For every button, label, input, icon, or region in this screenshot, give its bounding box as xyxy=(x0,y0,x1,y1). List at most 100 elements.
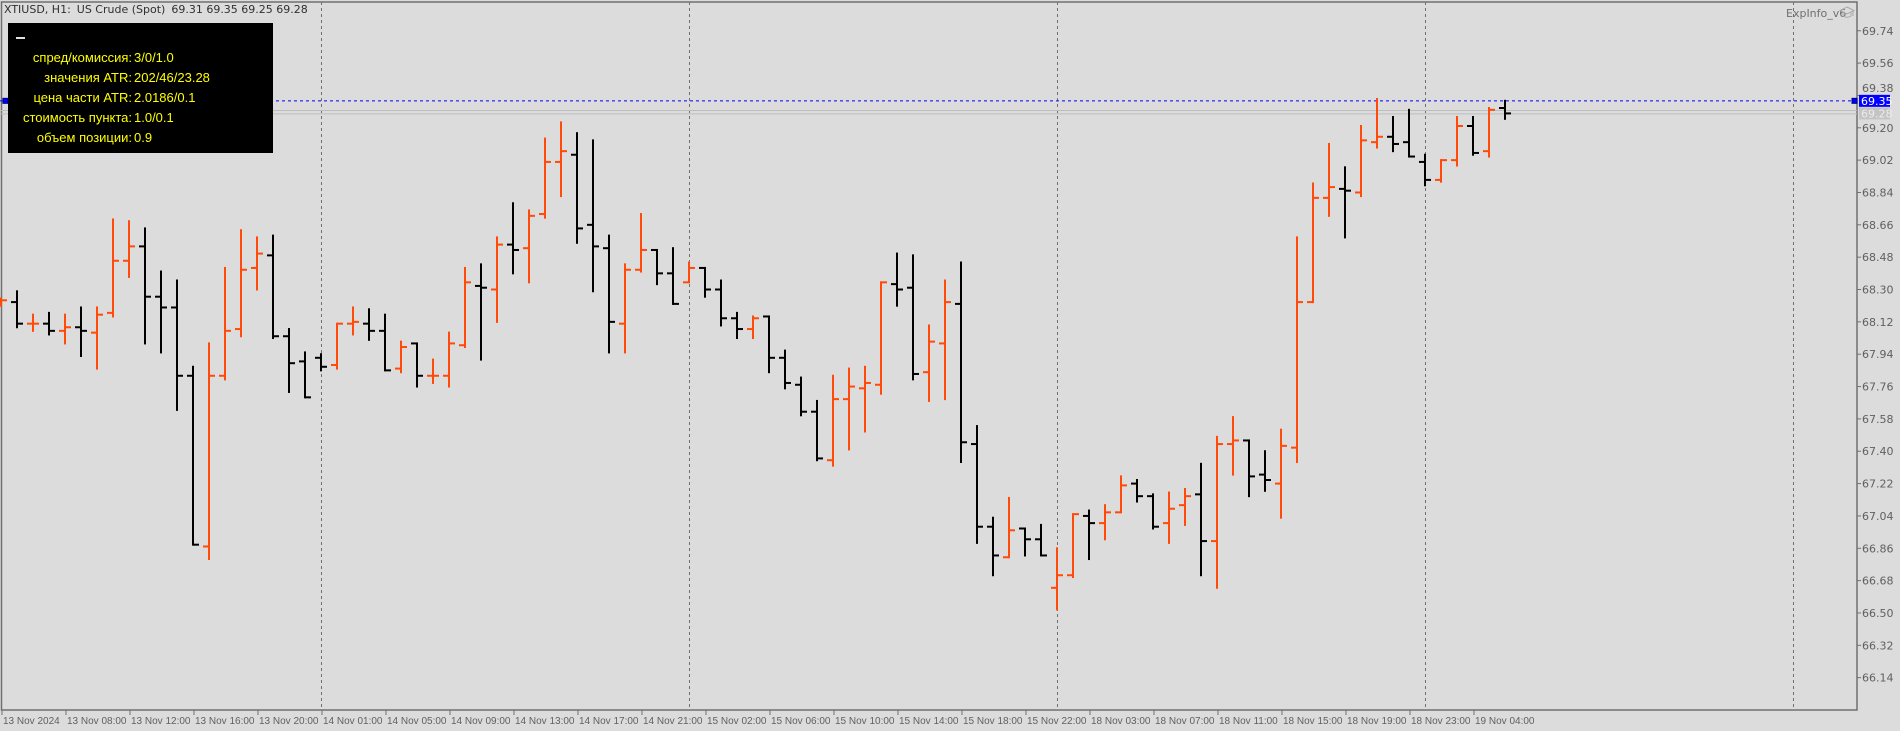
ohlc-bar xyxy=(1003,496,1015,559)
ohlc-bar xyxy=(1371,98,1383,149)
ohlc-bar xyxy=(1211,435,1223,589)
y-axis-label: 66.68 xyxy=(1862,575,1894,588)
ohlc-bar xyxy=(507,202,519,275)
ohlc-bar xyxy=(1499,99,1511,120)
ask-line-handle[interactable] xyxy=(1851,97,1858,104)
ohlc-bar xyxy=(779,349,791,390)
ohlc-bar xyxy=(1067,513,1079,579)
info-label: объем позиции: xyxy=(36,130,132,145)
ohlc-bar xyxy=(571,132,583,244)
ohlc-bar xyxy=(827,374,839,467)
ohlc-bar xyxy=(1451,116,1463,167)
ohlc-bar xyxy=(395,340,407,374)
ohlc-bar xyxy=(1467,116,1479,156)
info-label: спред/комиссия: xyxy=(32,50,132,65)
x-axis-label: 15 Nov 18:00 xyxy=(963,716,1023,727)
expert-name[interactable]: ExpInfo_v6 xyxy=(1786,7,1847,20)
ohlc-bar xyxy=(955,261,967,464)
y-axis-label: 67.22 xyxy=(1862,478,1894,491)
ohlc-bar xyxy=(1387,116,1399,153)
y-axis-label: 68.12 xyxy=(1862,316,1894,329)
ohlc-bar xyxy=(715,279,727,327)
x-axis-label: 14 Nov 01:00 xyxy=(323,716,383,727)
x-axis-label: 18 Nov 03:00 xyxy=(1091,716,1151,727)
ohlc-bar xyxy=(1051,547,1063,611)
ohlc-bar xyxy=(907,254,919,381)
x-axis-label: 18 Nov 19:00 xyxy=(1347,716,1407,727)
ohlc-values: 69.31 69.35 69.25 69.28 xyxy=(171,3,308,16)
symbol-description: US Crude (Spot) xyxy=(76,3,166,16)
x-axis-label: 19 Nov 04:00 xyxy=(1475,716,1535,727)
ohlc-bar xyxy=(363,308,375,341)
ohlc-bar xyxy=(1355,124,1367,198)
y-axis-label: 67.04 xyxy=(1862,510,1894,523)
ohlc-bar xyxy=(0,297,7,307)
ohlc-bar xyxy=(11,290,23,329)
x-axis-label: 18 Nov 07:00 xyxy=(1155,716,1215,727)
info-row-point-value: стоимость пункта: 1.0/0.1 xyxy=(8,110,273,128)
symbol-timeframe: XTIUSD, H1: xyxy=(4,3,71,16)
ohlc-bar xyxy=(1259,450,1271,492)
ohlc-bar xyxy=(1419,153,1431,187)
y-axis-label: 69.38 xyxy=(1862,82,1894,95)
ohlc-bar xyxy=(187,365,199,546)
ohlc-bar xyxy=(843,367,855,451)
y-axis-label: 69.02 xyxy=(1862,154,1894,167)
ohlc-bar xyxy=(1339,166,1351,239)
y-axis-label: 68.48 xyxy=(1862,251,1894,264)
x-axis-label: 13 Nov 12:00 xyxy=(131,716,191,727)
ohlc-bar xyxy=(267,234,279,340)
ohlc-bar xyxy=(379,313,391,372)
ohlc-bar xyxy=(331,322,343,370)
x-axis-label: 13 Nov 2024 xyxy=(3,716,60,727)
ohlc-bar xyxy=(891,252,903,307)
ohlc-bar xyxy=(875,281,887,395)
x-axis-label: 14 Nov 17:00 xyxy=(579,716,639,727)
ohlc-bar xyxy=(635,213,647,273)
ohlc-bar xyxy=(315,353,327,372)
ohlc-bar xyxy=(971,425,983,544)
ohlc-bar xyxy=(91,306,103,370)
bid-price-label: 69.28 xyxy=(1861,107,1893,120)
minimize-icon[interactable] xyxy=(16,37,25,39)
ohlc-bar xyxy=(107,218,119,318)
graduation-cap-icon[interactable] xyxy=(1839,6,1855,20)
ohlc-bar xyxy=(555,121,567,198)
ohlc-bar xyxy=(43,311,55,336)
y-axis-label: 68.30 xyxy=(1862,284,1894,297)
y-axis-label: 66.14 xyxy=(1862,672,1894,685)
ohlc-bar xyxy=(699,266,711,298)
ohlc-bar xyxy=(763,315,775,374)
ask-price-label-bg xyxy=(1859,94,1890,107)
ohlc-bar xyxy=(1147,493,1159,530)
y-axis-label: 67.58 xyxy=(1862,413,1894,426)
ohlc-bar xyxy=(75,306,87,357)
ohlc-bar xyxy=(1275,428,1287,519)
x-axis-label: 13 Nov 08:00 xyxy=(67,716,127,727)
x-axis-label: 13 Nov 16:00 xyxy=(195,716,255,727)
ohlc-bar xyxy=(1195,462,1207,577)
ohlc-bar xyxy=(731,311,743,340)
x-axis-label: 14 Nov 05:00 xyxy=(387,716,447,727)
ohlc-bar xyxy=(1323,142,1335,217)
y-axis-label: 67.76 xyxy=(1862,381,1894,394)
ohlc-bar xyxy=(939,279,951,401)
x-axis-label: 15 Nov 14:00 xyxy=(899,716,959,727)
ohlc-bar xyxy=(1131,478,1143,503)
x-axis-label: 14 Nov 13:00 xyxy=(515,716,575,727)
ohlc-bar xyxy=(347,306,359,336)
ohlc-bar xyxy=(587,139,599,293)
y-axis-label: 66.50 xyxy=(1862,607,1894,620)
y-axis-label: 67.94 xyxy=(1862,348,1894,361)
ohlc-bar xyxy=(1179,487,1191,526)
ohlc-bar xyxy=(923,324,935,402)
info-row-position-volume: объем позиции: 0.9 xyxy=(8,130,273,148)
x-axis-label: 18 Nov 15:00 xyxy=(1283,716,1343,727)
ohlc-bar xyxy=(1291,236,1303,464)
ohlc-bar xyxy=(203,342,215,561)
ohlc-bar xyxy=(235,229,247,338)
info-value: 0.9 xyxy=(134,130,153,145)
ohlc-bar xyxy=(603,234,615,354)
